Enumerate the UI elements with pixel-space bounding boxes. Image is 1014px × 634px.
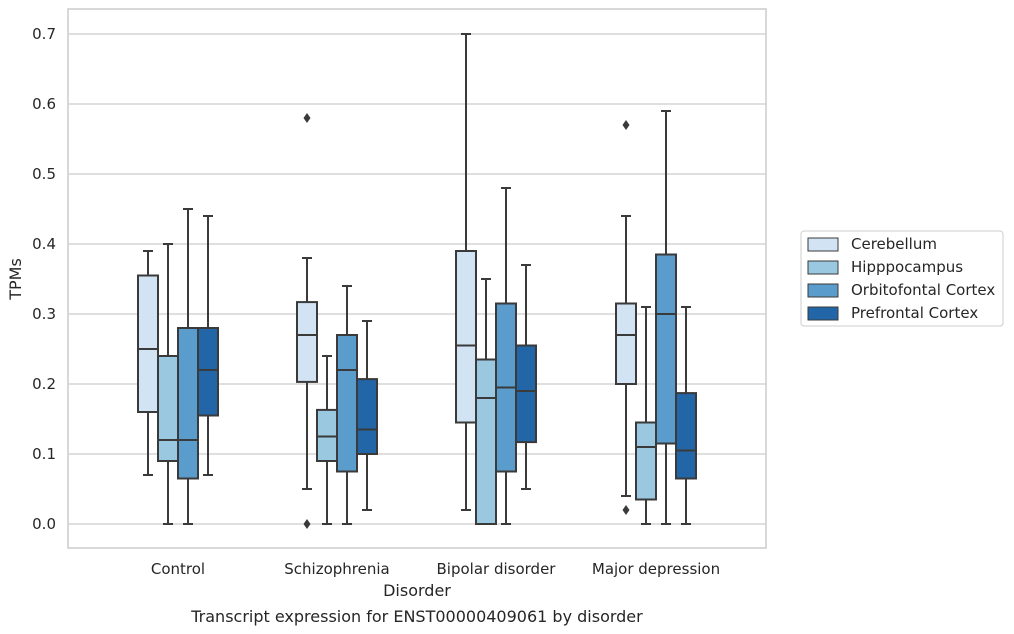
outlier-point bbox=[622, 120, 630, 130]
y-tick-label: 0.5 bbox=[32, 165, 56, 183]
legend-item: Orbitofontal Cortex bbox=[807, 281, 995, 299]
y-tick-label: 0.2 bbox=[32, 375, 56, 393]
box-body bbox=[296, 301, 318, 383]
series-hipppocampus bbox=[157, 243, 657, 525]
y-tick-label: 0.7 bbox=[32, 25, 56, 43]
box bbox=[197, 215, 219, 476]
x-tick-labels: Control Schizophrenia Bipolar disorder Majo… bbox=[151, 560, 720, 578]
legend-swatch bbox=[807, 283, 839, 298]
box bbox=[515, 264, 537, 490]
y-tick-label: 0.0 bbox=[32, 515, 56, 533]
box-body bbox=[356, 378, 378, 456]
box bbox=[316, 355, 338, 525]
legend-item: Hipppocampus bbox=[807, 258, 963, 276]
box bbox=[635, 306, 657, 525]
x-tick-label: Control bbox=[151, 560, 205, 578]
legend-swatch bbox=[807, 237, 839, 252]
plot-frame bbox=[67, 8, 767, 549]
box-series bbox=[137, 33, 697, 529]
legend-item: Prefrontal Cortex bbox=[807, 304, 978, 322]
box-body bbox=[475, 358, 497, 525]
box bbox=[157, 243, 179, 525]
chart-caption: Transcript expression for ENST0000040906… bbox=[190, 607, 643, 626]
legend-label: Hipppocampus bbox=[851, 258, 963, 276]
box bbox=[177, 208, 199, 525]
series-cerebellum bbox=[137, 33, 637, 529]
legend-swatch bbox=[807, 306, 839, 321]
y-axis-label: TPMs bbox=[6, 258, 25, 301]
legend-frame bbox=[800, 230, 1004, 327]
box-body bbox=[137, 274, 159, 413]
outlier-point bbox=[303, 113, 311, 123]
box-body bbox=[197, 327, 219, 417]
x-tick-label: Major depression bbox=[592, 560, 720, 578]
legend-item: Cerebellum bbox=[807, 235, 937, 253]
box-body bbox=[177, 327, 199, 480]
box bbox=[675, 306, 697, 525]
legend-label: Cerebellum bbox=[851, 235, 937, 253]
box-body bbox=[655, 253, 677, 445]
legend: Cerebellum Hipppocampus Orbitofontal Corte… bbox=[800, 230, 1004, 327]
box-body bbox=[455, 250, 477, 424]
box-body bbox=[157, 355, 179, 462]
series-prefrontal-cortex bbox=[197, 215, 697, 525]
outlier-point bbox=[622, 505, 630, 515]
box-body bbox=[675, 392, 697, 480]
y-tick-label: 0.3 bbox=[32, 305, 56, 323]
outlier-point bbox=[303, 519, 311, 529]
y-tick-label: 0.6 bbox=[32, 95, 56, 113]
box bbox=[655, 110, 677, 525]
x-axis-label: Disorder bbox=[383, 581, 451, 600]
x-tick-label: Schizophrenia bbox=[284, 560, 389, 578]
y-tick-label: 0.1 bbox=[32, 445, 56, 463]
box-body bbox=[336, 334, 358, 473]
legend-swatch bbox=[807, 260, 839, 275]
box bbox=[356, 320, 378, 511]
box bbox=[495, 187, 517, 525]
box bbox=[475, 278, 497, 525]
box bbox=[615, 120, 637, 515]
box-body bbox=[635, 421, 657, 501]
y-tick-labels: 0.0 0.1 0.2 0.3 0.4 0.5 0.6 0.7 bbox=[32, 25, 56, 533]
box bbox=[296, 113, 318, 529]
x-tick-label: Bipolar disorder bbox=[437, 560, 557, 578]
box bbox=[137, 250, 159, 476]
legend-label: Orbitofontal Cortex bbox=[851, 281, 995, 299]
legend-label: Prefrontal Cortex bbox=[851, 304, 978, 322]
series-orbitofontal-cortex bbox=[177, 110, 677, 525]
box-body bbox=[615, 302, 637, 385]
box bbox=[336, 285, 358, 525]
box-body bbox=[316, 408, 338, 462]
y-tick-label: 0.4 bbox=[32, 235, 56, 253]
box-body bbox=[515, 344, 537, 444]
box bbox=[455, 33, 477, 511]
